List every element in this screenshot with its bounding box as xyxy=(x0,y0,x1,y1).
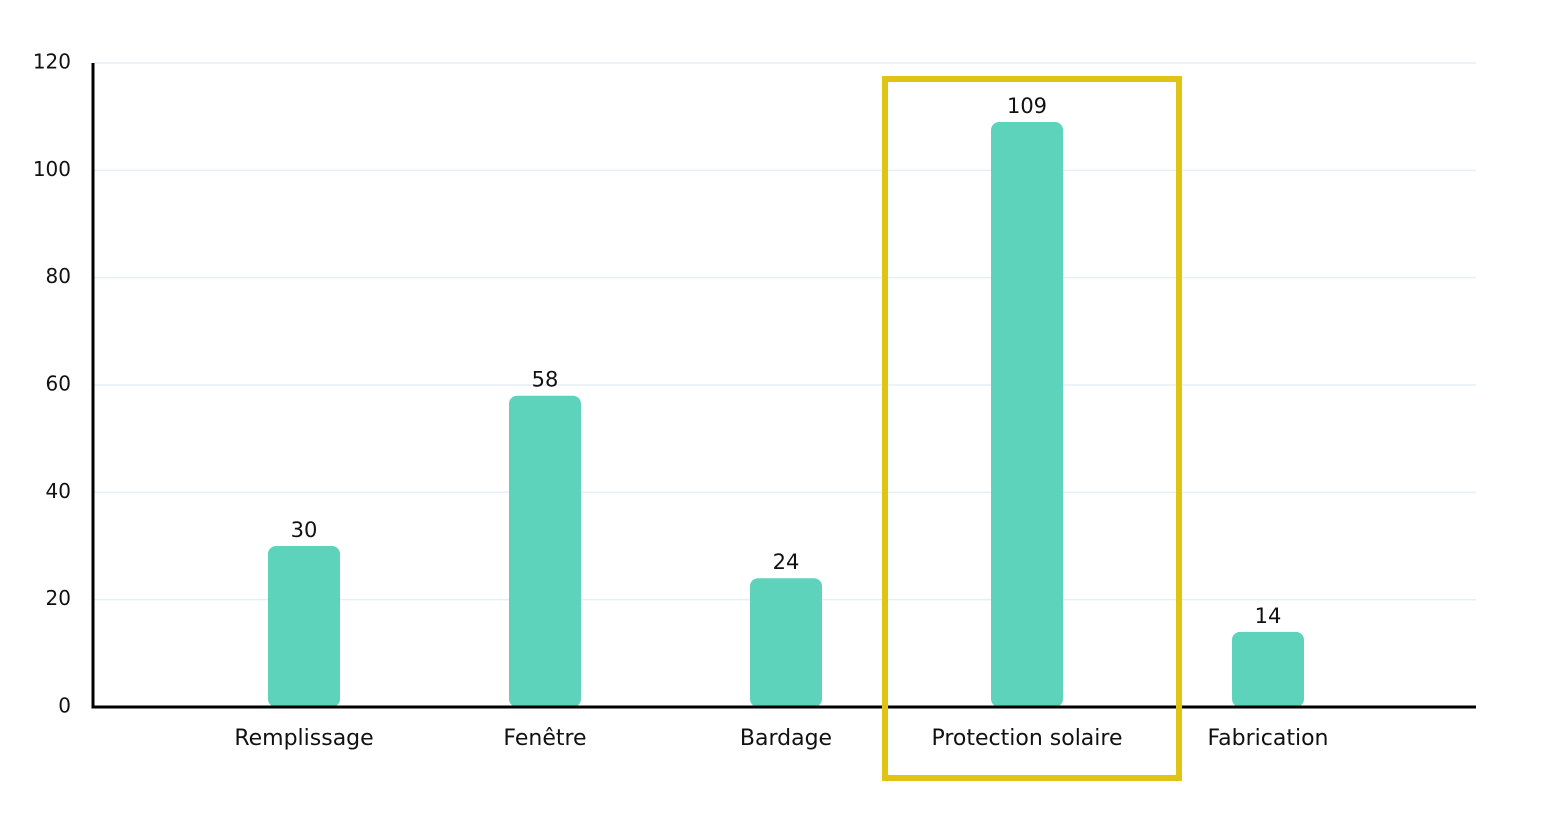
bar xyxy=(1232,631,1304,707)
bar xyxy=(991,122,1063,708)
bar xyxy=(750,578,822,707)
highlight-box xyxy=(882,76,1182,781)
value-label: 58 xyxy=(532,368,559,392)
y-tick-label: 100 xyxy=(33,157,71,181)
x-tick-label: Remplissage xyxy=(234,726,373,751)
y-tick-label: 20 xyxy=(46,586,71,610)
y-tick-label: 80 xyxy=(46,264,71,288)
x-tick-label: Protection solaire xyxy=(931,726,1122,751)
x-tick-label: Fabrication xyxy=(1208,726,1329,751)
bar xyxy=(268,546,340,707)
value-label: 30 xyxy=(291,518,318,542)
y-tick-label: 40 xyxy=(46,479,71,503)
value-label: 109 xyxy=(1007,94,1047,118)
bar xyxy=(509,395,581,707)
value-label: 14 xyxy=(1255,604,1282,628)
y-tick-label: 0 xyxy=(58,694,71,718)
x-tick-label: Fenêtre xyxy=(503,726,586,751)
y-tick-label: 120 xyxy=(33,50,71,74)
y-tick-label: 60 xyxy=(46,372,71,396)
value-label: 24 xyxy=(773,550,800,574)
x-tick-label: Bardage xyxy=(740,726,832,751)
